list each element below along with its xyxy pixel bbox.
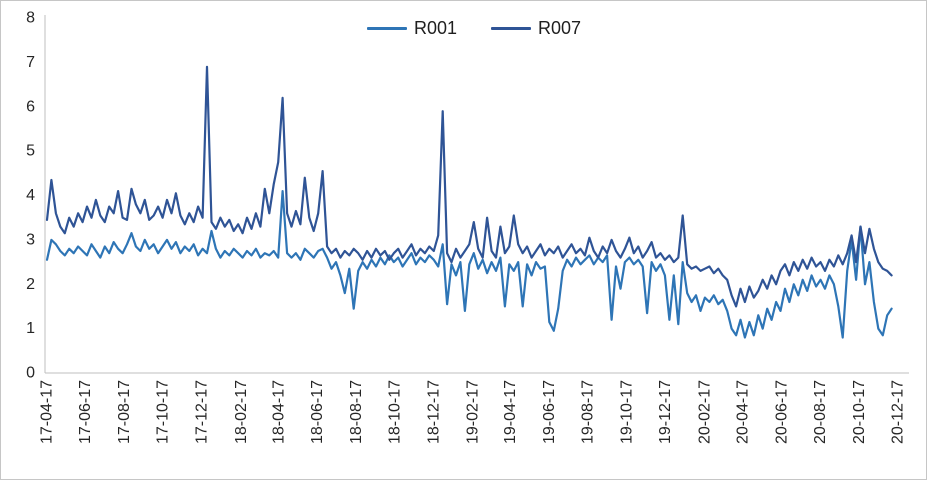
x-tick-label: 19-02-17 xyxy=(465,380,482,444)
x-tick-label: 19-04-17 xyxy=(502,380,519,444)
x-tick-label: 17-10-17 xyxy=(155,380,172,444)
x-tick-label: 19-06-17 xyxy=(541,380,558,444)
x-tick-label: 17-06-17 xyxy=(77,380,94,444)
y-tick-label: 5 xyxy=(26,143,35,160)
legend-label-r001: R001 xyxy=(414,18,458,38)
y-tick-label: 6 xyxy=(26,98,35,115)
x-tick-label: 20-06-17 xyxy=(773,380,790,444)
legend: R001 R007 xyxy=(367,19,581,37)
x-tick-label: 20-08-17 xyxy=(812,380,829,444)
legend-label-r007: R007 xyxy=(538,18,582,38)
x-tick-label: 19-10-17 xyxy=(618,380,635,444)
y-tick-label: 4 xyxy=(26,187,35,204)
x-tick-label: 17-08-17 xyxy=(116,380,133,444)
y-tick-label: 0 xyxy=(26,365,35,382)
x-tick-label: 18-10-17 xyxy=(387,380,404,444)
plot-area[interactable] xyxy=(45,15,909,373)
x-tick-label: 18-06-17 xyxy=(309,380,326,444)
y-tick-label: 8 xyxy=(26,10,35,27)
x-tick-label: 18-12-17 xyxy=(425,380,442,444)
x-tick-label: 20-12-17 xyxy=(890,380,907,444)
series-line-r007 xyxy=(45,65,893,308)
y-tick-label: 3 xyxy=(26,231,35,248)
y-tick-label: 1 xyxy=(26,320,35,337)
x-tick-label: 19-12-17 xyxy=(657,380,674,444)
r001-line-swatch xyxy=(367,26,407,30)
legend-item-r007[interactable]: R007 xyxy=(491,19,581,37)
y-tick-label: 2 xyxy=(26,276,35,293)
r007-line-swatch xyxy=(491,26,532,30)
x-tick-label: 17-12-17 xyxy=(193,380,210,444)
x-tick-label: 18-04-17 xyxy=(270,380,287,444)
legend-item-r001[interactable]: R001 xyxy=(367,19,457,37)
x-tick-label: 20-02-17 xyxy=(696,380,713,444)
x-tick-label: 18-08-17 xyxy=(348,380,365,444)
series-line-r001 xyxy=(45,190,893,339)
x-tick-label: 17-04-17 xyxy=(39,380,56,444)
x-tick-label: 20-10-17 xyxy=(851,380,868,444)
x-tick-label: 20-04-17 xyxy=(735,380,752,444)
x-tick-label: 18-02-17 xyxy=(233,380,250,444)
x-tick-label: 19-08-17 xyxy=(580,380,597,444)
y-tick-label: 7 xyxy=(26,54,35,71)
